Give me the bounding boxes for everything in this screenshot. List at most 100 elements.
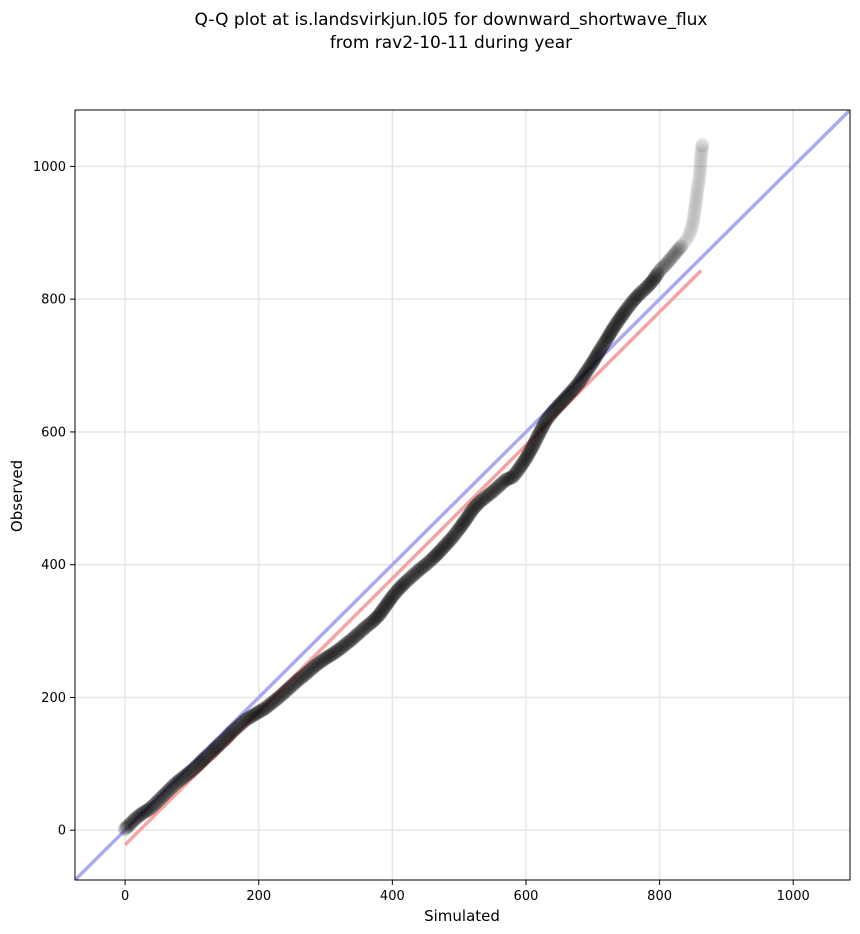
data-point	[688, 200, 703, 215]
data-point	[609, 317, 624, 332]
data-point	[442, 533, 457, 548]
data-point	[308, 658, 323, 673]
data-point	[429, 547, 444, 562]
data-point	[301, 664, 316, 679]
data-point	[604, 323, 619, 338]
data-point	[214, 735, 229, 750]
data-point	[522, 444, 537, 459]
data-point	[333, 641, 348, 656]
data-point	[397, 576, 412, 591]
data-point	[631, 288, 646, 303]
data-point	[138, 804, 153, 819]
data-point	[536, 419, 551, 434]
data-point	[519, 449, 534, 464]
reference-line	[75, 110, 850, 880]
data-point	[498, 472, 513, 487]
data-point	[154, 790, 169, 805]
data-point	[336, 638, 351, 653]
data-point	[275, 687, 290, 702]
data-point	[559, 390, 574, 405]
data-point	[408, 565, 423, 580]
data-point	[533, 424, 548, 439]
data-point	[464, 504, 479, 519]
y-tick-label: 800	[41, 293, 66, 308]
data-point	[245, 709, 260, 724]
data-point	[592, 343, 607, 358]
data-point	[286, 677, 301, 692]
data-point	[148, 796, 163, 811]
data-point	[173, 772, 188, 787]
data-point	[448, 527, 463, 542]
data-point	[189, 758, 204, 773]
data-point	[673, 239, 688, 254]
data-point	[686, 211, 701, 226]
data-point	[625, 294, 640, 309]
data-point	[370, 609, 385, 624]
data-point	[203, 746, 218, 761]
data-point	[523, 442, 538, 457]
data-point	[518, 451, 533, 466]
data-point	[373, 606, 388, 621]
data-point	[584, 356, 599, 371]
data-point	[628, 291, 643, 306]
data-point	[124, 815, 139, 830]
data-point	[128, 811, 143, 826]
data-point	[318, 651, 333, 666]
data-point	[682, 227, 697, 242]
data-point	[515, 456, 530, 471]
data-point	[171, 774, 186, 789]
data-point	[390, 583, 405, 598]
data-point	[561, 387, 576, 402]
data-point	[487, 483, 502, 498]
data-point	[555, 394, 570, 409]
data-point	[119, 820, 134, 835]
data-point	[644, 275, 659, 290]
data-point	[315, 653, 330, 668]
data-point	[557, 391, 572, 406]
data-point	[694, 143, 709, 158]
data-point	[366, 613, 381, 628]
data-point	[392, 581, 407, 596]
data-point	[482, 487, 497, 502]
data-point	[367, 612, 382, 627]
data-point	[374, 605, 389, 620]
data-point	[326, 646, 341, 661]
data-point	[691, 175, 706, 190]
data-point	[544, 406, 559, 421]
data-point	[241, 711, 256, 726]
data-point	[261, 698, 276, 713]
x-tick-label: 1000	[777, 889, 810, 904]
data-point	[659, 257, 674, 271]
data-point	[468, 499, 483, 514]
data-point	[384, 591, 399, 606]
data-point	[613, 310, 628, 325]
data-point	[571, 376, 586, 391]
data-point	[591, 345, 606, 360]
data-point	[459, 510, 474, 525]
data-point	[218, 732, 233, 747]
data-point	[316, 652, 331, 667]
data-point	[348, 629, 363, 644]
y-tick-label: 600	[41, 425, 66, 440]
data-point	[141, 802, 156, 817]
data-point	[118, 821, 133, 836]
x-tick-label: 600	[514, 889, 539, 904]
data-point	[238, 713, 253, 728]
data-point	[136, 805, 151, 820]
data-point	[690, 181, 705, 196]
data-point	[687, 202, 702, 217]
data-point	[477, 491, 492, 506]
data-point	[433, 543, 448, 558]
data-point	[341, 634, 356, 649]
data-point	[490, 480, 505, 495]
data-point	[528, 433, 543, 448]
data-point	[596, 336, 611, 351]
data-point	[355, 623, 370, 638]
data-point	[346, 630, 361, 645]
data-point	[488, 481, 503, 496]
data-point	[235, 716, 250, 731]
data-point	[624, 295, 639, 310]
data-point	[572, 375, 587, 390]
data-point	[470, 496, 485, 511]
data-point	[552, 397, 567, 412]
